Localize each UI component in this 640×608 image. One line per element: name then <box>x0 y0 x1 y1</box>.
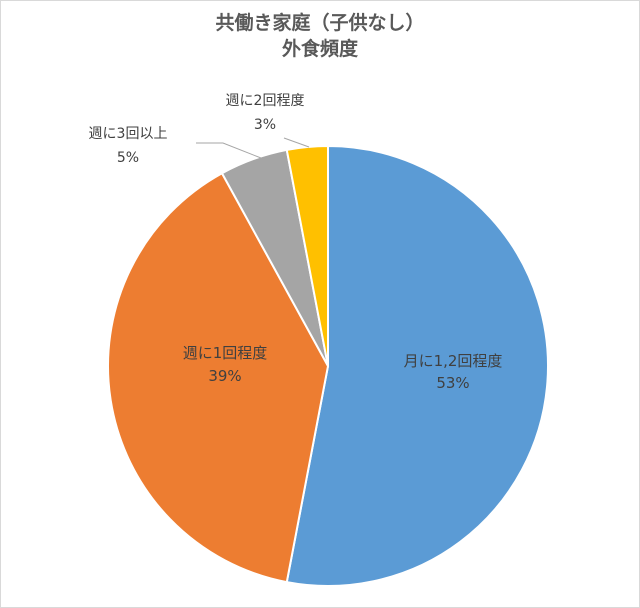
slice-label-monthly-1-2: 月に1,2回程度 <box>404 352 503 370</box>
slice-label-weekly-1: 週に1回程度 <box>183 344 268 362</box>
leader-line-weekly-2 <box>283 137 310 148</box>
pie-slices <box>107 144 549 587</box>
slice-label-weekly-3plus: 週に3回以上 <box>89 126 168 142</box>
slice-value-weekly-2: 3% <box>254 117 276 133</box>
pie-slice-weekly-1 <box>107 171 330 584</box>
leader-lines <box>196 137 310 159</box>
chart-title-line-1: 共働き家庭（子供なし） <box>215 12 425 34</box>
data-labels: 月に1,2回程度 53% 週に1回程度 39% 週に3回以上 5% 週に2回程度… <box>89 93 503 392</box>
chart-title-line-2: 外食頻度 <box>281 38 358 60</box>
slice-value-monthly-1-2: 53% <box>436 374 469 392</box>
slice-value-weekly-1: 39% <box>208 367 241 385</box>
slice-label-weekly-2: 週に2回程度 <box>226 93 305 109</box>
pie-slice-monthly-1-2 <box>285 144 549 587</box>
chart-title: 共働き家庭（子供なし） 外食頻度 <box>0 10 640 62</box>
slice-value-weekly-3plus: 5% <box>117 150 139 166</box>
pie-slice-weekly-2 <box>285 144 329 367</box>
leader-line-weekly-3plus <box>196 142 262 159</box>
